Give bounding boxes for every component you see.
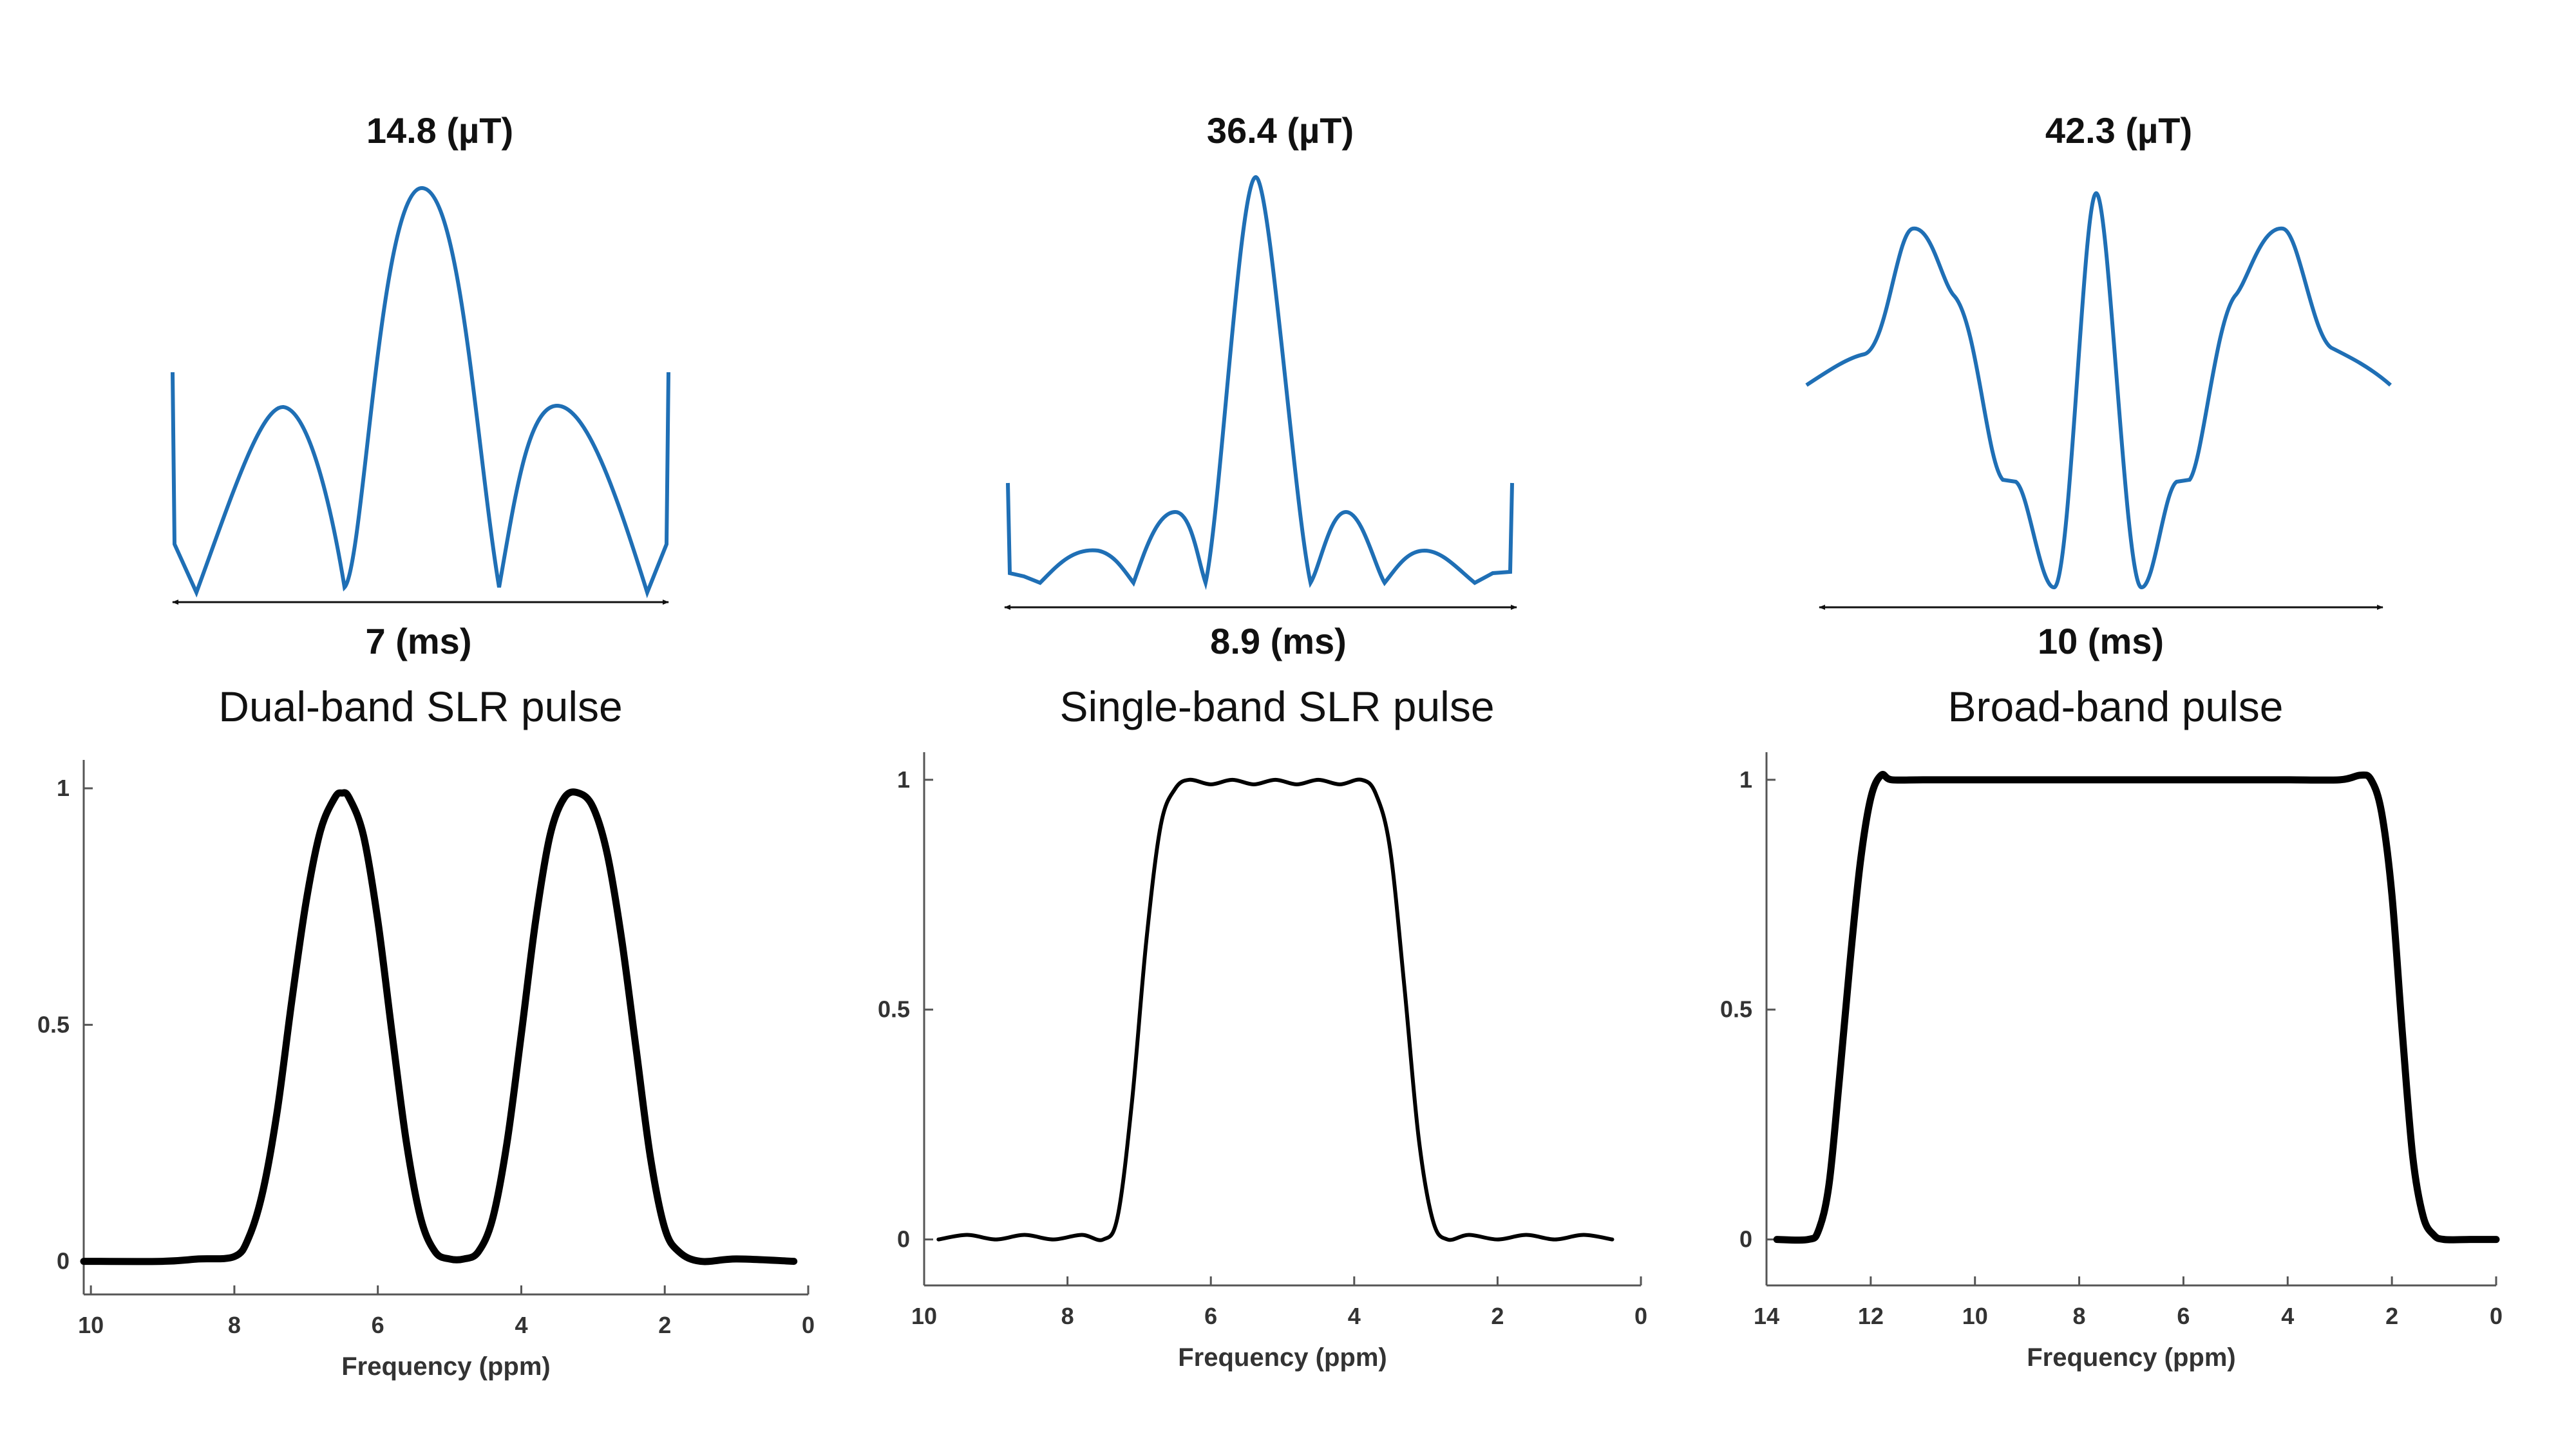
chart-title: Single-band SLR pulse: [1059, 683, 1494, 730]
x-tick-label: 0: [802, 1312, 815, 1338]
chart-title: Broad-band pulse: [1947, 683, 2283, 730]
profile-series: [936, 777, 1615, 1242]
panel-dual-band: 14.8 (µT) 7 (ms) Dual-band SLR pulse 10 8…: [37, 110, 815, 1381]
x-tick-label: 6: [372, 1312, 384, 1338]
rf-waveform: [1805, 191, 2392, 589]
panel-broad-band: 42.3 (µT) 10 (ms) Broad-band pulse 14 12 1…: [1720, 110, 2503, 1372]
x-tick-label: 4: [515, 1312, 527, 1338]
frequency-profile-chart: 10 8 6 4 2 0 0 0.5 1 Frequency (ppm): [37, 760, 815, 1381]
x-tick-label: 0: [2490, 1303, 2503, 1329]
chart-title: Dual-band SLR pulse: [218, 683, 622, 730]
y-tick-label: 1: [57, 775, 70, 801]
x-tick-label: 2: [658, 1312, 671, 1338]
amplitude-label: 14.8 (µT): [366, 110, 513, 151]
x-tick-label: 2: [1491, 1303, 1504, 1329]
x-tick-label: 6: [1204, 1303, 1217, 1329]
x-tick-label: 2: [2385, 1303, 2398, 1329]
y-tick-label: 0.5: [878, 996, 910, 1023]
amplitude-label: 42.3 (µT): [2045, 110, 2192, 151]
x-axis-label: Frequency (ppm): [341, 1352, 550, 1381]
rf-waveform: [171, 185, 670, 598]
x-tick-label: 8: [2073, 1303, 2086, 1329]
y-tick-label: 0.5: [1720, 996, 1752, 1023]
profile-line: [936, 777, 1615, 1242]
panel-single-band: 36.4 (µT) 8.9 (ms) Single-band SLR pulse…: [878, 110, 1647, 1372]
x-tick-label: 8: [1061, 1303, 1074, 1329]
chart-axes: 14 12 10 8 6 4 2 0 0 0.5 1 Frequency (ppm): [1720, 752, 2503, 1372]
x-tick-label: 0: [1634, 1303, 1647, 1329]
x-tick-label: 14: [1754, 1303, 1779, 1329]
amplitude-label: 36.4 (µT): [1207, 110, 1354, 151]
y-tick-label: 0: [1739, 1226, 1752, 1253]
x-tick-label: 8: [228, 1312, 241, 1338]
profile-series: [1773, 771, 2500, 1244]
profile-series: [80, 788, 798, 1265]
y-tick-label: 0: [897, 1226, 910, 1253]
x-tick-label: 12: [1858, 1303, 1884, 1329]
x-tick-label: 6: [2177, 1303, 2190, 1329]
duration-label: 7 (ms): [366, 621, 472, 661]
y-tick-label: 1: [1739, 766, 1752, 793]
frequency-profile-chart: 10 8 6 4 2 0 0 0.5 1 Frequency (ppm): [878, 752, 1647, 1372]
y-tick-label: 1: [897, 766, 910, 793]
duration-label: 10 (ms): [2038, 621, 2164, 661]
rf-waveform: [1006, 175, 1514, 591]
profile-line: [80, 788, 798, 1265]
x-tick-label: 10: [1962, 1303, 1988, 1329]
x-tick-label: 4: [1348, 1303, 1361, 1329]
frequency-profile-chart: 14 12 10 8 6 4 2 0 0 0.5 1 Frequency (ppm): [1720, 752, 2503, 1372]
x-axis-label: Frequency (ppm): [1178, 1343, 1387, 1372]
profile-line: [1773, 771, 2500, 1244]
y-tick-label: 0: [57, 1248, 70, 1274]
duration-label: 8.9 (ms): [1210, 621, 1347, 661]
x-tick-label: 10: [911, 1303, 937, 1329]
x-axis-label: Frequency (ppm): [2027, 1343, 2235, 1372]
x-tick-label: 10: [78, 1312, 104, 1338]
chart-axes: 10 8 6 4 2 0 0 0.5 1 Frequency (ppm): [878, 752, 1647, 1372]
chart-axes: 10 8 6 4 2 0 0 0.5 1 Frequency (ppm): [37, 760, 815, 1381]
y-tick-label: 0.5: [37, 1011, 70, 1037]
x-tick-label: 4: [2281, 1303, 2294, 1329]
